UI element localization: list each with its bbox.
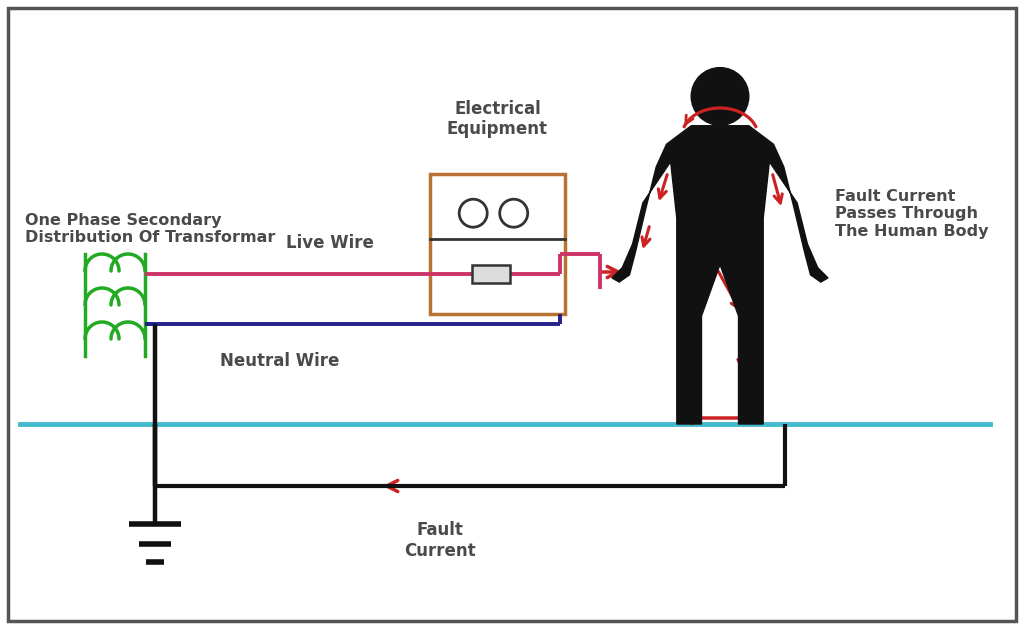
Bar — [430, 174, 565, 314]
Circle shape — [500, 199, 527, 227]
Polygon shape — [612, 126, 828, 424]
Bar — [472, 265, 510, 283]
Text: Fault
Current: Fault Current — [404, 521, 476, 560]
Text: Neutral Wire: Neutral Wire — [220, 352, 340, 370]
Text: Fault Current
Passes Through
The Human Body: Fault Current Passes Through The Human B… — [835, 189, 988, 239]
Text: One Phase Secondary
Distribution Of Transformar: One Phase Secondary Distribution Of Tran… — [25, 213, 275, 245]
Circle shape — [691, 67, 749, 125]
Text: Live Wire: Live Wire — [286, 234, 374, 252]
Circle shape — [459, 199, 487, 227]
Text: Electrical
Equipment: Electrical Equipment — [447, 99, 548, 138]
